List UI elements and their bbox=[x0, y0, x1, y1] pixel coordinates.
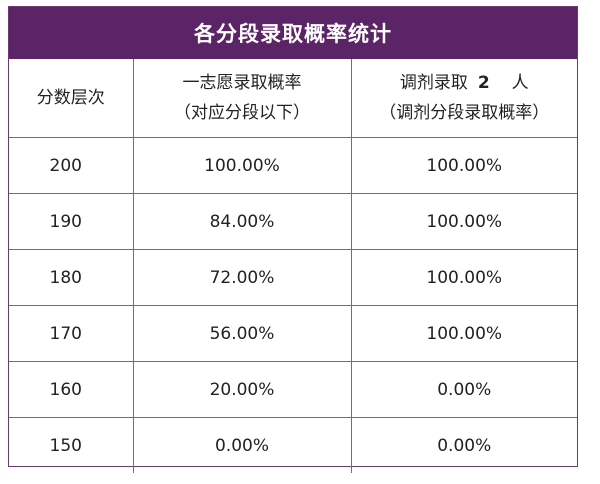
header-adjusted-count: 2 bbox=[477, 73, 490, 93]
first-choice-cell: 56.00% bbox=[133, 305, 352, 362]
table-row: 180 72.00% 100.00% bbox=[9, 249, 577, 306]
adjusted-cell: 100.00% bbox=[351, 193, 577, 250]
score-cell: 200 bbox=[9, 137, 134, 194]
score-cell: 180 bbox=[9, 249, 134, 306]
adjusted-cell: 100.00% bbox=[351, 249, 577, 306]
probability-table: 分数层次 一志愿录取概率 （对应分段以下） 调剂录取 2 人 （调剂分段录取概率） … bbox=[9, 59, 577, 473]
score-cell: 190 bbox=[9, 193, 134, 250]
header-first-choice-line2: （对应分段以下） bbox=[174, 103, 310, 123]
first-choice-cell: 100.00% bbox=[133, 137, 352, 194]
header-first-choice-line1: 一志愿录取概率 bbox=[182, 73, 302, 93]
table-row: 170 56.00% 100.00% bbox=[9, 305, 577, 362]
table-row: 200 100.00% 100.00% bbox=[9, 137, 577, 194]
table-row: 190 84.00% 100.00% bbox=[9, 193, 577, 250]
header-adjusted-line2: （调剂分段录取概率） bbox=[379, 103, 550, 123]
table-row: 160 20.00% 0.00% bbox=[9, 361, 577, 418]
header-adjusted-prefix: 调剂录取 bbox=[399, 73, 468, 93]
header-adjusted-suffix: 人 bbox=[511, 73, 529, 93]
first-choice-cell: 72.00% bbox=[133, 249, 352, 306]
header-first-choice: 一志愿录取概率 （对应分段以下） bbox=[133, 59, 352, 138]
first-choice-cell: 84.00% bbox=[133, 193, 352, 250]
header-adjusted-line1: 调剂录取 2 人 bbox=[352, 68, 578, 98]
score-cell: 160 bbox=[9, 361, 134, 418]
score-cell: 170 bbox=[9, 305, 134, 362]
table-row: 150 0.00% 0.00% bbox=[9, 417, 577, 473]
adjusted-cell: 0.00% bbox=[437, 435, 492, 456]
score-cell: 150 bbox=[9, 417, 134, 473]
first-choice-cell: 20.00% bbox=[133, 361, 352, 418]
header-score-level-label: 分数层次 bbox=[36, 88, 105, 108]
adjusted-cell: 0.00% bbox=[351, 361, 577, 418]
header-adjusted: 调剂录取 2 人 （调剂分段录取概率） bbox=[351, 59, 577, 138]
header-row: 分数层次 一志愿录取概率 （对应分段以下） 调剂录取 2 人 （调剂分段录取概率） bbox=[9, 59, 577, 138]
adjusted-cell: 100.00% bbox=[351, 137, 577, 194]
table-title: 各分段录取概率统计 bbox=[9, 7, 577, 59]
probability-table-sheet: 各分段录取概率统计 分数层次 一志愿录取概率 （对应分段以下） 调剂录取 2 人 （… bbox=[8, 6, 578, 473]
header-score-level: 分数层次 bbox=[9, 59, 134, 138]
first-choice-cell: 0.00% bbox=[133, 417, 352, 473]
adjusted-cell: 100.00% bbox=[351, 305, 577, 362]
